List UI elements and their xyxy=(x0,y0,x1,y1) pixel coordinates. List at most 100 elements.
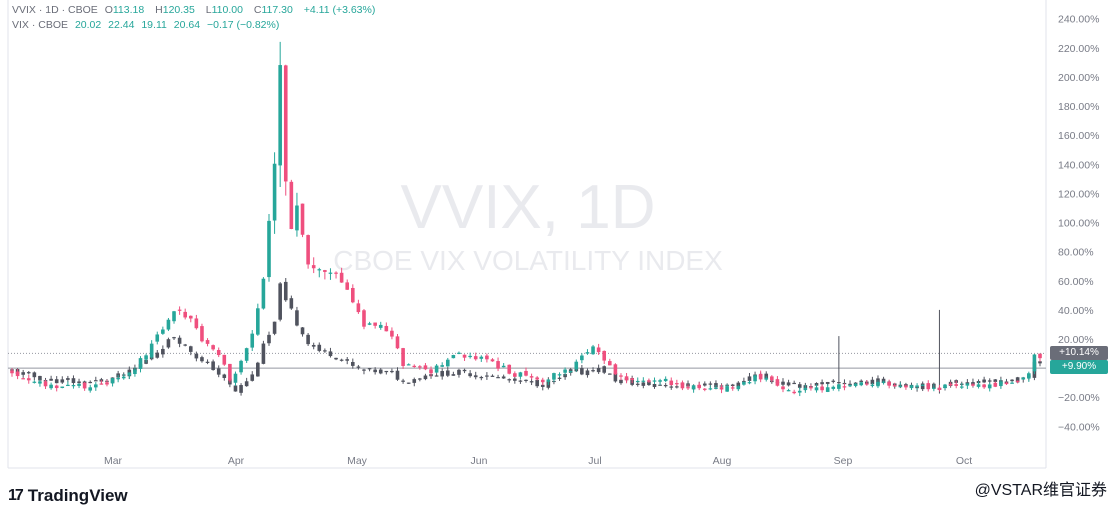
candle-body xyxy=(82,382,87,389)
candle-body xyxy=(384,370,389,373)
candle-body xyxy=(859,382,864,386)
candle-body xyxy=(932,387,936,389)
candle-body xyxy=(557,374,562,376)
candle-body xyxy=(496,361,500,369)
candle-body xyxy=(747,376,752,381)
candle-body xyxy=(1038,353,1042,359)
candle-body xyxy=(881,381,886,383)
candle-body xyxy=(451,374,456,376)
candle-body xyxy=(362,369,366,371)
candle-body xyxy=(680,382,685,389)
candle-body xyxy=(490,375,495,377)
y-tick-label: 220.00% xyxy=(1058,43,1099,55)
candle-body xyxy=(177,337,182,344)
candle-body xyxy=(736,386,741,390)
candle-body xyxy=(468,355,472,358)
vvix-legend[interactable]: VVIX · 1D · CBOE O113.18 H120.35 L110.00… xyxy=(12,4,379,16)
candle-body xyxy=(842,386,847,388)
candle-body xyxy=(66,378,70,380)
candle-body xyxy=(261,343,266,364)
candle-body xyxy=(317,269,322,271)
candle-body xyxy=(228,363,232,381)
vvix-series xyxy=(10,41,1042,397)
tradingview-logo-text: TradingView xyxy=(27,486,128,505)
candle-body xyxy=(362,310,366,327)
candle-body xyxy=(736,382,741,388)
vix-legend[interactable]: VIX · CBOE 20.02 22.44 19.11 20.64 −0.17… xyxy=(12,19,283,31)
candle-body xyxy=(792,391,796,394)
candle-body xyxy=(915,385,919,387)
candle-body xyxy=(937,387,942,390)
vix-open: 20.02 xyxy=(74,19,102,31)
candle-body xyxy=(926,383,931,390)
candle-body xyxy=(501,365,506,368)
tradingview-logo[interactable]: 17 TradingView xyxy=(8,486,128,506)
candle-body xyxy=(652,383,657,388)
candle-body xyxy=(585,370,590,376)
candle-body xyxy=(99,383,104,385)
candle-body xyxy=(295,205,299,231)
x-tick-label: Sep xyxy=(834,455,853,467)
candle-body xyxy=(870,384,875,386)
candle-body xyxy=(462,354,467,358)
watermark-title: VVIX, 1D xyxy=(401,173,656,242)
candle-body xyxy=(619,375,623,377)
candle-body xyxy=(982,379,986,383)
candle-body xyxy=(820,386,824,391)
candle-body xyxy=(507,379,512,381)
candle-body xyxy=(837,382,841,384)
candle-body xyxy=(725,386,729,392)
candle-body xyxy=(529,381,534,383)
candle-body xyxy=(401,380,405,382)
candle-body xyxy=(792,382,796,385)
candle-body xyxy=(445,359,450,367)
candle-body xyxy=(535,377,539,380)
candle-body xyxy=(295,310,299,326)
candle-body xyxy=(825,381,830,384)
candle-body xyxy=(451,355,456,359)
candle-body xyxy=(904,385,908,388)
candle-body xyxy=(239,385,243,393)
candle-body xyxy=(686,387,690,389)
candle-body xyxy=(418,378,422,380)
candle-body xyxy=(43,381,48,387)
x-tick-label: Aug xyxy=(713,455,732,467)
candle-body xyxy=(669,380,674,386)
candle-body xyxy=(663,378,668,382)
candle-body xyxy=(311,265,316,269)
candle-body xyxy=(71,385,76,387)
candle-body xyxy=(809,387,813,389)
candle-body xyxy=(641,380,646,382)
candle-body xyxy=(205,340,210,344)
candle-body xyxy=(378,369,383,374)
candle-body xyxy=(987,380,992,382)
candle-body xyxy=(457,352,461,354)
candle-body xyxy=(976,384,981,387)
candle-body xyxy=(1038,361,1042,364)
candle-body xyxy=(999,381,1003,387)
candle-body xyxy=(647,380,651,382)
candle-body xyxy=(730,384,735,387)
candle-body xyxy=(384,325,389,332)
candle-body xyxy=(797,390,802,393)
candle-body xyxy=(507,364,512,374)
candle-body xyxy=(250,374,255,381)
y-tick-label: 140.00% xyxy=(1058,159,1099,171)
candle-body xyxy=(200,357,204,362)
vix-price-badge: +9.90% xyxy=(1050,360,1108,375)
candle-body xyxy=(278,65,282,166)
candle-body xyxy=(513,373,517,377)
candle-body xyxy=(440,371,444,377)
candle-body xyxy=(149,343,154,358)
candle-body xyxy=(892,385,897,387)
candle-body xyxy=(21,372,25,375)
candle-body xyxy=(373,369,377,373)
vix-series xyxy=(10,278,1042,396)
candle-body xyxy=(635,383,640,385)
candle-body xyxy=(948,383,953,386)
candle-body xyxy=(865,383,869,385)
candle-body xyxy=(194,318,199,329)
vvix-close: 117.30 xyxy=(261,4,293,16)
candle-body xyxy=(272,321,277,334)
candle-body xyxy=(166,319,171,330)
